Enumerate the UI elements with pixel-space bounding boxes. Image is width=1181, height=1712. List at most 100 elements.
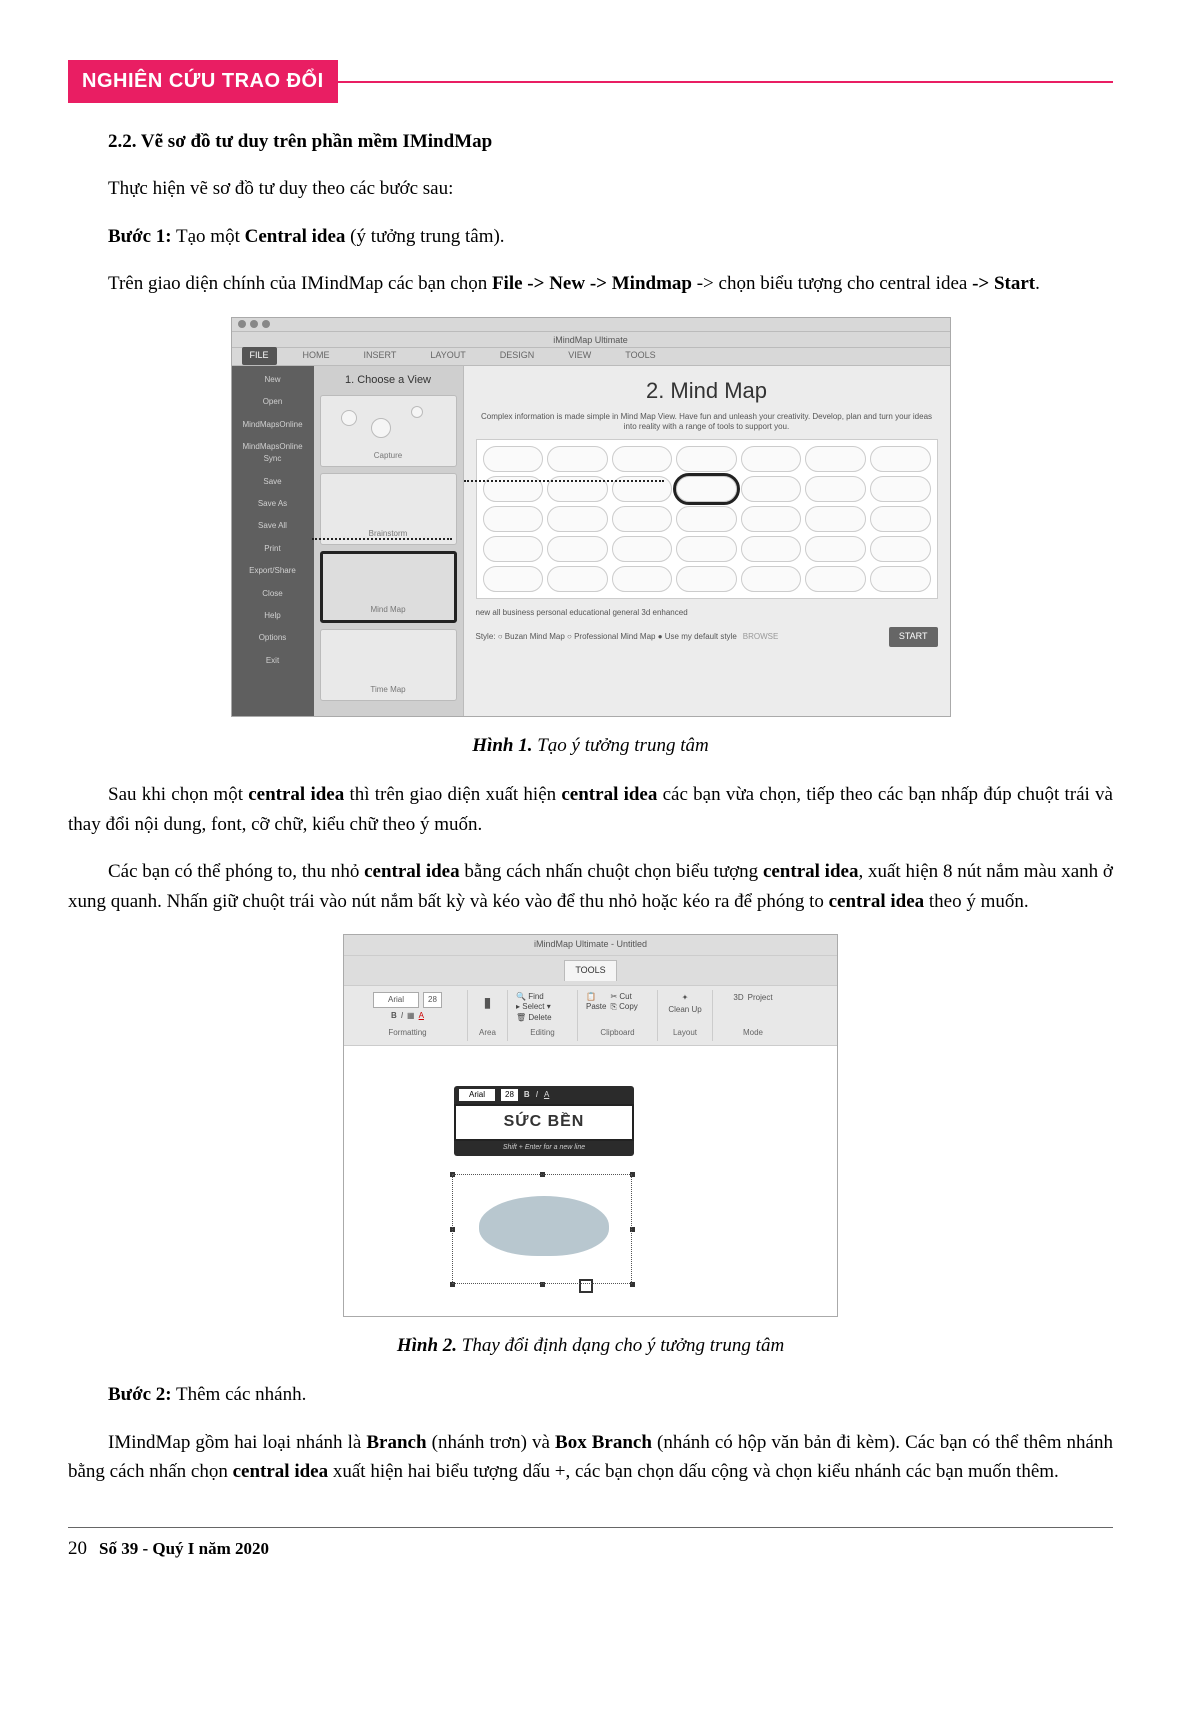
menu-print[interactable]: Print (238, 543, 308, 555)
swatch[interactable] (805, 506, 866, 532)
text-editor[interactable]: Arial 28 B I A SỨC BỀN Shift + Enter for… (454, 1086, 634, 1156)
p3-b3: central idea (829, 891, 925, 912)
swatch[interactable] (676, 536, 737, 562)
main-title: 2. Mind Map (476, 374, 938, 408)
card-mindmap[interactable]: Mind Map (320, 551, 457, 623)
delete-button[interactable]: 🗑 Delete (516, 1013, 569, 1023)
p4-a: IMindMap gồm hai loại nhánh là (108, 1432, 366, 1453)
menu-export[interactable]: Export/Share (238, 565, 308, 577)
project-button[interactable]: Project (748, 992, 773, 1004)
card-brainstorm[interactable]: Brainstorm (320, 473, 457, 545)
fig2-ribbon: Arial 28 B I ▦ A Formatting ▮ Area 🔍 Fin… (344, 986, 837, 1046)
font-select[interactable]: Arial (373, 992, 419, 1008)
bold-button[interactable]: B (391, 1010, 397, 1022)
swatch[interactable] (741, 506, 802, 532)
swatch[interactable] (547, 506, 608, 532)
editor-text[interactable]: SỨC BỀN (454, 1104, 634, 1141)
p2-b: thì trên giao diện xuất hiện (344, 784, 561, 805)
ribbon-tab-design[interactable]: DESIGN (492, 347, 543, 365)
swatch[interactable] (483, 446, 544, 472)
card-capture[interactable]: Capture (320, 395, 457, 467)
cut-button[interactable]: ✂ Cut (610, 992, 637, 1002)
swatch[interactable] (483, 506, 544, 532)
filters[interactable]: new all business personal educational ge… (476, 607, 688, 619)
start-button[interactable]: START (889, 627, 938, 647)
swatch[interactable] (547, 446, 608, 472)
swatch[interactable] (483, 566, 544, 592)
size-select[interactable]: 28 (423, 992, 442, 1008)
swatch[interactable] (805, 446, 866, 472)
menu-save[interactable]: Save (238, 476, 308, 488)
menu-options[interactable]: Options (238, 632, 308, 644)
p3-b2: central idea (763, 861, 859, 882)
ribbon-tab-insert[interactable]: INSERT (356, 347, 405, 365)
swatch-selected[interactable] (676, 476, 737, 502)
swatch[interactable] (612, 536, 673, 562)
menu-saveas[interactable]: Save As (238, 498, 308, 510)
swatch[interactable] (805, 566, 866, 592)
swatch[interactable] (612, 566, 673, 592)
editor-font[interactable]: Arial (459, 1089, 495, 1101)
3d-button[interactable]: 3D (733, 992, 743, 1004)
fig2-canvas[interactable]: Arial 28 B I A SỨC BỀN Shift + Enter for… (344, 1046, 837, 1316)
swatch[interactable] (612, 446, 673, 472)
editor-italic[interactable]: I (536, 1089, 538, 1101)
italic-button[interactable]: I (401, 1010, 403, 1022)
ribbon-tab-home[interactable]: HOME (295, 347, 338, 365)
cleanup-button[interactable]: ✦Clean Up (666, 992, 704, 1017)
card-label: Mind Map (370, 604, 405, 616)
menu-close[interactable]: Close (238, 588, 308, 600)
menu-online[interactable]: MindMapsOnline (238, 419, 308, 431)
swatch[interactable] (676, 446, 737, 472)
swatch[interactable] (741, 536, 802, 562)
menu-saveall[interactable]: Save All (238, 520, 308, 532)
copy-button[interactable]: ⎘ Copy (610, 1002, 637, 1012)
ribbon-tab-tools[interactable]: TOOLS (617, 347, 663, 365)
menu-new[interactable]: New (238, 374, 308, 386)
p1-post: . (1035, 273, 1040, 294)
browse-button[interactable]: BROWSE (743, 631, 779, 643)
swatch[interactable] (870, 536, 931, 562)
mode-items: 3D Project (721, 992, 785, 1004)
p1-start: -> Start (972, 273, 1035, 294)
swatch[interactable] (805, 476, 866, 502)
swatch[interactable] (870, 446, 931, 472)
area-icon[interactable]: ▮ (476, 992, 499, 1014)
tab-tools[interactable]: TOOLS (564, 960, 616, 981)
card-timemap[interactable]: Time Map (320, 629, 457, 701)
swatch[interactable] (870, 566, 931, 592)
swatch[interactable] (741, 476, 802, 502)
swatch[interactable] (547, 566, 608, 592)
ribbon-tab-view[interactable]: VIEW (560, 347, 599, 365)
swatch[interactable] (612, 506, 673, 532)
menu-online-sync[interactable]: MindMapsOnline Sync (238, 441, 308, 466)
swatch[interactable] (805, 536, 866, 562)
editor-bold[interactable]: B (524, 1089, 530, 1101)
editor-color[interactable]: A (544, 1089, 549, 1101)
menu-help[interactable]: Help (238, 610, 308, 622)
swatch[interactable] (741, 446, 802, 472)
swatch[interactable] (741, 566, 802, 592)
p4-d: xuất hiện hai biểu tượng dấu +, các bạn … (328, 1461, 1059, 1482)
ribbon-tab-layout[interactable]: LAYOUT (422, 347, 473, 365)
swatch[interactable] (547, 536, 608, 562)
ribbon-tab-file[interactable]: FILE (242, 347, 277, 365)
font-color-icon[interactable]: A (419, 1010, 424, 1022)
align-icon[interactable]: ▦ (407, 1010, 415, 1022)
fig2-tabrow: TOOLS (344, 956, 837, 986)
editor-size[interactable]: 28 (501, 1089, 518, 1101)
style-options[interactable]: Style: ○ Buzan Mind Map ○ Professional M… (476, 631, 737, 643)
swatch[interactable] (870, 476, 931, 502)
dotted-arrow (464, 480, 664, 482)
paragraph-file-new: Trên giao diện chính của IMindMap các bạ… (68, 269, 1113, 298)
swatch[interactable] (483, 536, 544, 562)
swatch[interactable] (676, 566, 737, 592)
find-button[interactable]: 🔍 Find (516, 992, 569, 1002)
p2-b1: central idea (248, 784, 344, 805)
menu-open[interactable]: Open (238, 396, 308, 408)
paste-button[interactable]: 📋Paste (586, 992, 606, 1013)
select-button[interactable]: ▸ Select ▾ (516, 1002, 569, 1012)
swatch[interactable] (870, 506, 931, 532)
menu-exit[interactable]: Exit (238, 655, 308, 667)
swatch[interactable] (676, 506, 737, 532)
